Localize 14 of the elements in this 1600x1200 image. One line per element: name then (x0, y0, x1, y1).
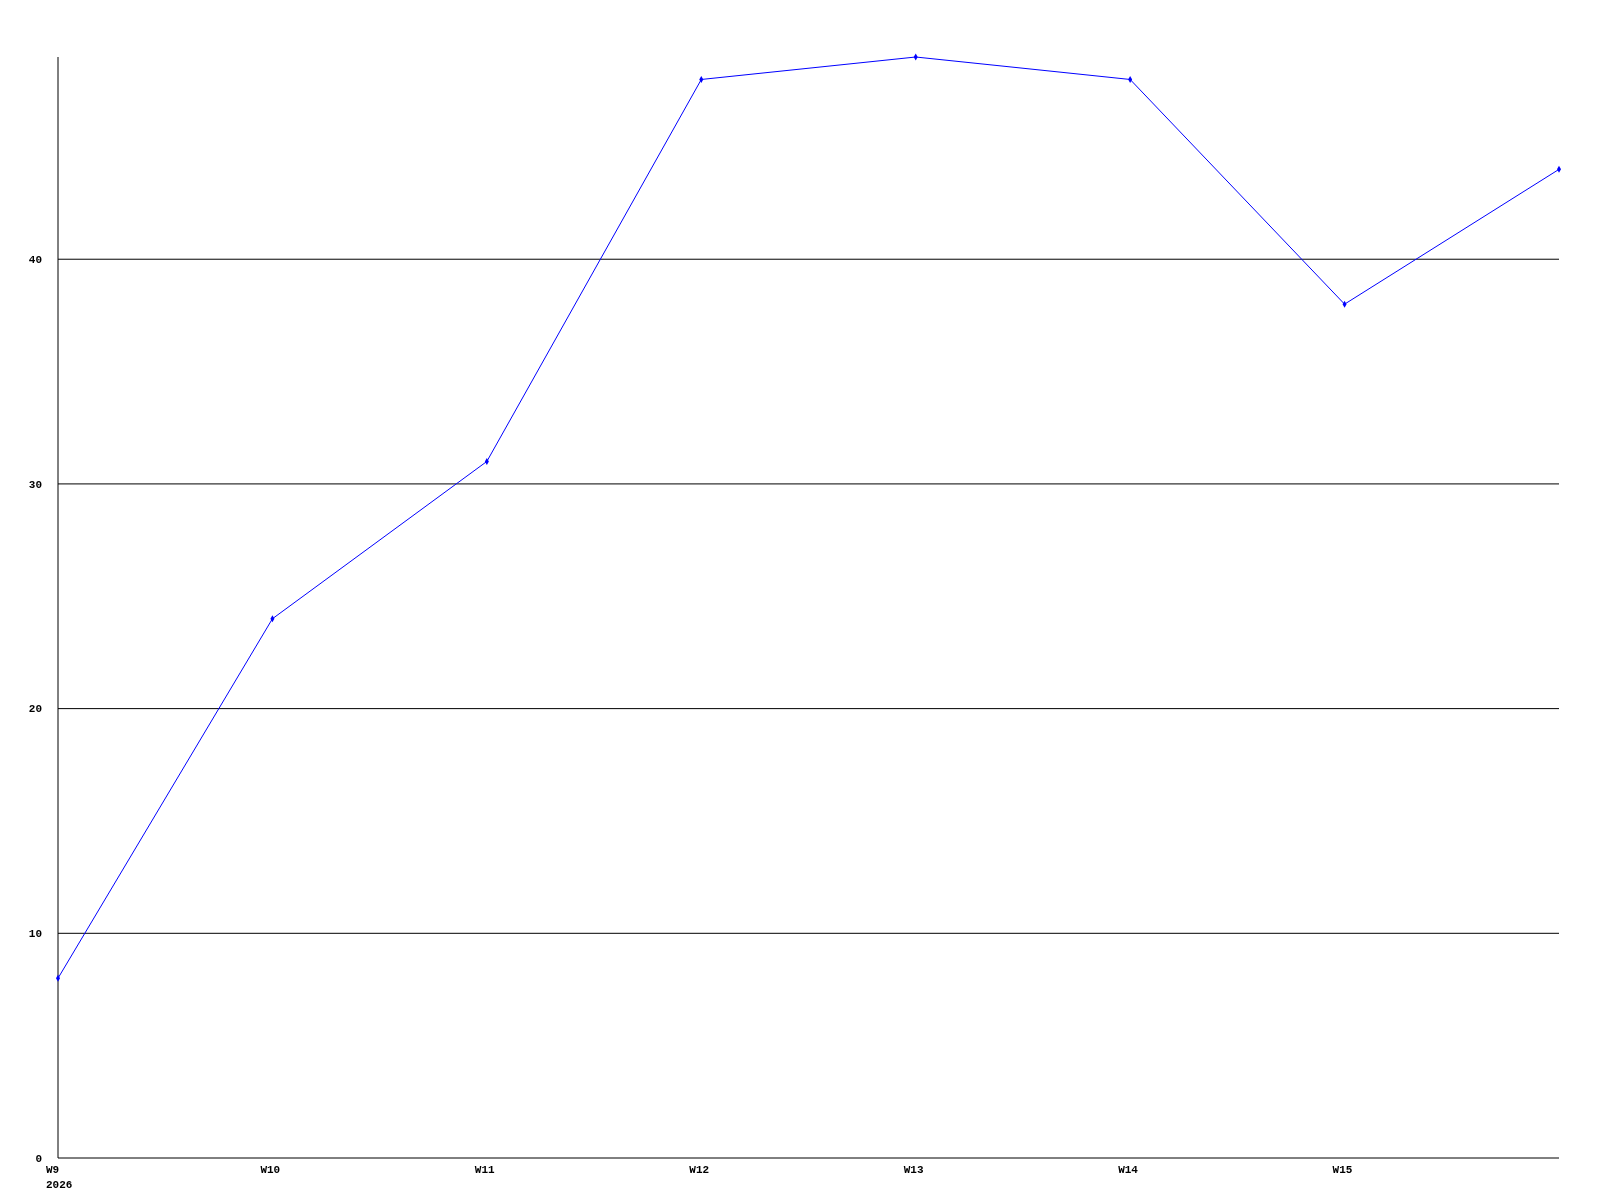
x-tick-label: W12 (689, 1164, 710, 1176)
x-tick-label: W13 (903, 1164, 924, 1176)
y-tick-label: 20 (28, 703, 42, 716)
y-tick-label: 10 (28, 928, 42, 941)
x-tick-label: W9 2026 (46, 1164, 73, 1191)
x-tick-label: W10 (260, 1164, 281, 1176)
x-tick-label: W11 (474, 1164, 496, 1176)
x-tick-label: W14 (1118, 1164, 1139, 1176)
point (1556, 165, 1562, 173)
x-tick-label: W15 (1332, 1164, 1353, 1176)
point (55, 974, 61, 982)
y-tick-label: 0 (35, 1152, 42, 1165)
y-tick-label: 40 (28, 254, 42, 267)
y-tick-label: 30 (28, 478, 42, 491)
